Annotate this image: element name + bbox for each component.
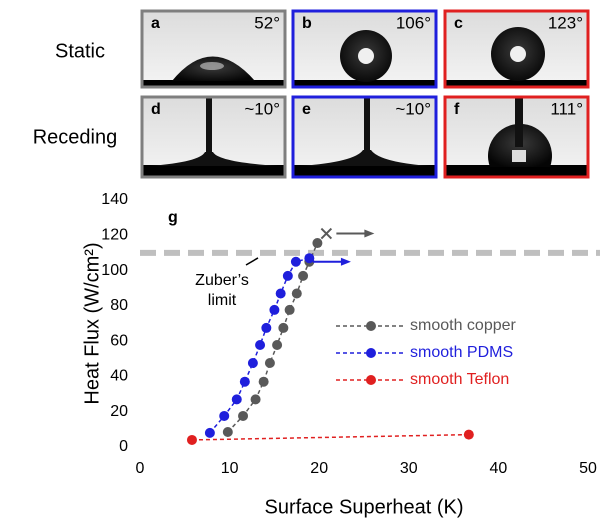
x-tick-label: 10 — [221, 460, 239, 477]
y-tick-label: 20 — [110, 403, 128, 420]
x-tick-label: 0 — [136, 460, 145, 477]
data-point — [290, 256, 301, 267]
panel-letter: e — [302, 101, 311, 118]
panel-letter: a — [151, 15, 160, 32]
panel-letter: f — [454, 101, 460, 118]
data-point — [278, 322, 289, 333]
y-tick-label: 0 — [119, 438, 128, 455]
y-tick-label: 80 — [110, 297, 128, 314]
legend-label: smooth PDMS — [410, 344, 513, 361]
panel-letter: c — [454, 15, 463, 32]
legend-marker — [366, 375, 376, 385]
data-point — [282, 270, 293, 281]
leader-line — [245, 257, 259, 266]
data-point — [238, 410, 249, 421]
contact-angle: ~10° — [395, 99, 431, 118]
y-tick-label: 60 — [110, 332, 128, 349]
x-tick-label: 20 — [310, 460, 328, 477]
arrow-head — [340, 257, 351, 266]
photo — [293, 11, 436, 87]
data-point — [298, 270, 309, 281]
y-tick-label: 100 — [101, 262, 128, 279]
legend-label: smooth Teflon — [410, 371, 509, 388]
photo-panels — [142, 11, 588, 177]
panel-letter: g — [168, 209, 178, 226]
data-point — [264, 358, 275, 369]
data-point — [255, 340, 266, 351]
annotation: limit — [208, 292, 237, 309]
photo — [142, 97, 285, 177]
photo — [293, 97, 436, 177]
contact-angle: 123° — [548, 13, 583, 32]
x-tick-label: 40 — [490, 460, 508, 477]
panel-border — [443, 9, 590, 89]
row-label: Receding — [33, 126, 118, 148]
y-axis-title: Heat Flux (W/cm²) — [81, 242, 103, 404]
data-point — [231, 394, 242, 405]
data-point — [204, 427, 215, 438]
contact-angle: 106° — [396, 13, 431, 32]
panel-border — [443, 95, 590, 179]
arrow-head — [364, 229, 375, 238]
data-point — [463, 429, 474, 440]
legend-marker — [366, 321, 376, 331]
legend-marker — [366, 348, 376, 358]
panel-border — [291, 9, 438, 89]
data-point — [284, 304, 295, 315]
y-tick-label: 140 — [101, 191, 128, 208]
data-point — [239, 376, 250, 387]
contact-angle: 52° — [254, 13, 280, 32]
x-tick-label: 50 — [579, 460, 597, 477]
data-point — [312, 238, 323, 249]
series-line — [191, 433, 469, 441]
panel-border — [291, 95, 438, 179]
panel-letter: b — [302, 15, 312, 32]
photo — [445, 11, 588, 87]
photo — [445, 97, 588, 177]
data-point — [250, 394, 261, 405]
panel-border — [140, 9, 287, 89]
data-point — [275, 288, 286, 299]
chf-marker — [320, 227, 333, 240]
legend-label: smooth copper — [410, 317, 517, 334]
data-point — [219, 410, 230, 421]
data-point — [261, 322, 272, 333]
x-axis-title: Surface Superheat (K) — [265, 496, 464, 518]
row-label: Static — [55, 40, 105, 62]
data-point — [269, 304, 280, 315]
data-point — [304, 253, 315, 264]
y-tick-label: 40 — [110, 368, 128, 385]
panel-border — [140, 95, 287, 179]
data-point — [186, 434, 197, 445]
panel-letter: d — [151, 101, 161, 118]
data-point — [272, 340, 283, 351]
x-tick-label: 30 — [400, 460, 418, 477]
y-tick-label: 120 — [101, 227, 128, 244]
contact-angle: 111° — [550, 99, 583, 118]
data-point — [247, 358, 258, 369]
contact-angle: ~10° — [244, 99, 280, 118]
photo — [142, 11, 285, 87]
data-point — [258, 376, 269, 387]
data-point — [222, 427, 233, 438]
annotation: Zuber’s — [195, 272, 249, 289]
data-point — [291, 288, 302, 299]
